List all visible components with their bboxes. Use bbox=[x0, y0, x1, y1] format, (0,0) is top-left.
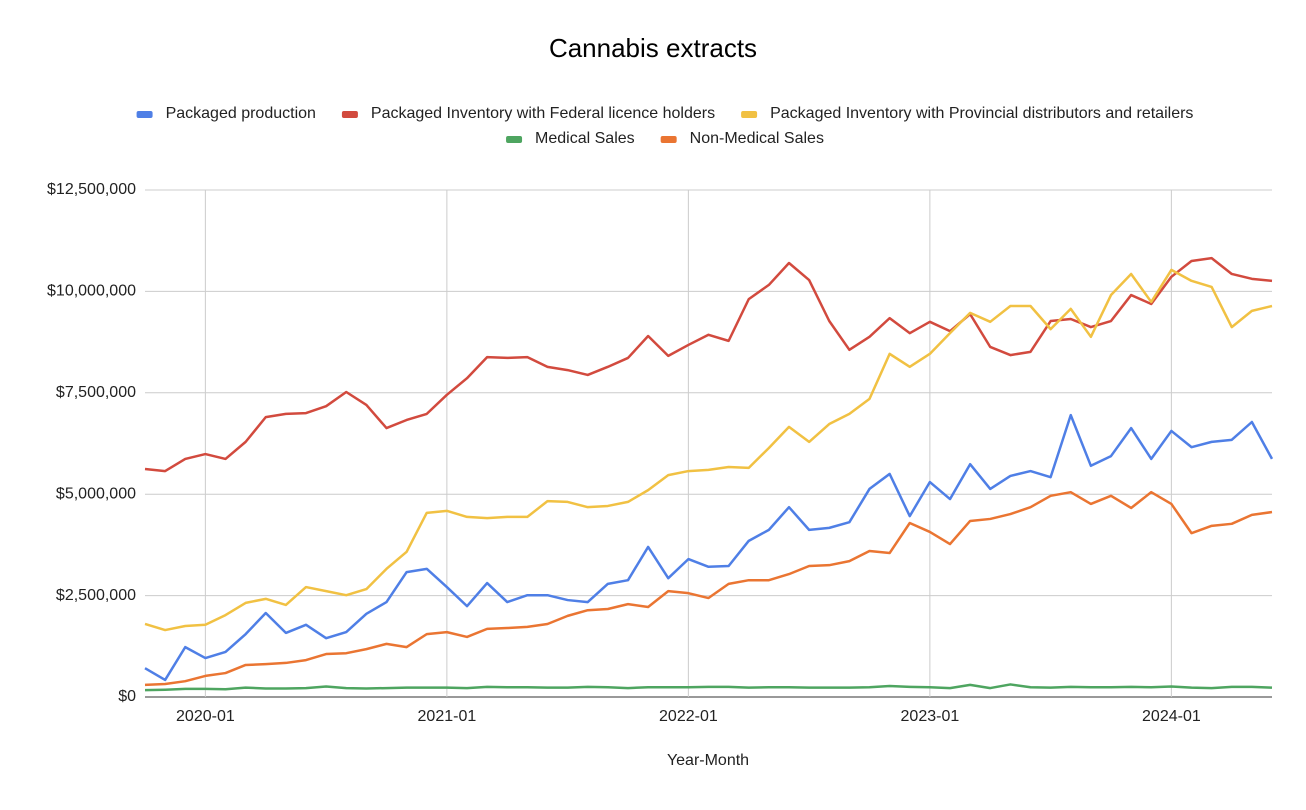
x-axis-label: Year-Month bbox=[667, 752, 749, 769]
y-tick-label: $7,500,000 bbox=[56, 384, 136, 401]
series-line bbox=[144, 268, 1273, 632]
y-tick-label: $10,000,000 bbox=[47, 283, 136, 300]
series-line bbox=[144, 413, 1274, 682]
y-tick-label: $5,000,000 bbox=[56, 485, 136, 502]
x-tick-label: 2020-01 bbox=[176, 708, 235, 725]
legend-swatch bbox=[741, 111, 758, 118]
x-tick-label: 2023-01 bbox=[901, 708, 960, 725]
legend-swatch bbox=[341, 111, 358, 118]
y-tick-label: $0 bbox=[118, 688, 136, 705]
y-tick-label: $2,500,000 bbox=[56, 587, 136, 604]
series-line bbox=[144, 256, 1273, 473]
y-tick-label: $12,500,000 bbox=[47, 181, 136, 198]
series-line bbox=[144, 490, 1273, 687]
legend-swatch bbox=[660, 136, 677, 143]
x-tick-label: 2024-01 bbox=[1142, 708, 1201, 725]
legend-swatch bbox=[136, 111, 153, 118]
x-tick-label: 2022-01 bbox=[659, 708, 718, 725]
legend-label: Non-Medical Sales bbox=[690, 130, 824, 147]
legend-label: Packaged Inventory with Provincial distr… bbox=[770, 105, 1193, 122]
x-tick-label: 2021-01 bbox=[418, 708, 477, 725]
series-line bbox=[144, 683, 1273, 692]
legend-row: Packaged production Packaged Inventory wi… bbox=[136, 105, 1193, 122]
legend-row: Medical Sales Non-Medical Sales bbox=[506, 130, 824, 147]
chart-title: Cannabis extracts bbox=[549, 33, 757, 63]
legend-label: Medical Sales bbox=[535, 130, 635, 147]
legend-label: Packaged Inventory with Federal licence … bbox=[371, 105, 715, 122]
legend-label: Packaged production bbox=[166, 105, 316, 122]
legend-swatch bbox=[506, 136, 523, 143]
